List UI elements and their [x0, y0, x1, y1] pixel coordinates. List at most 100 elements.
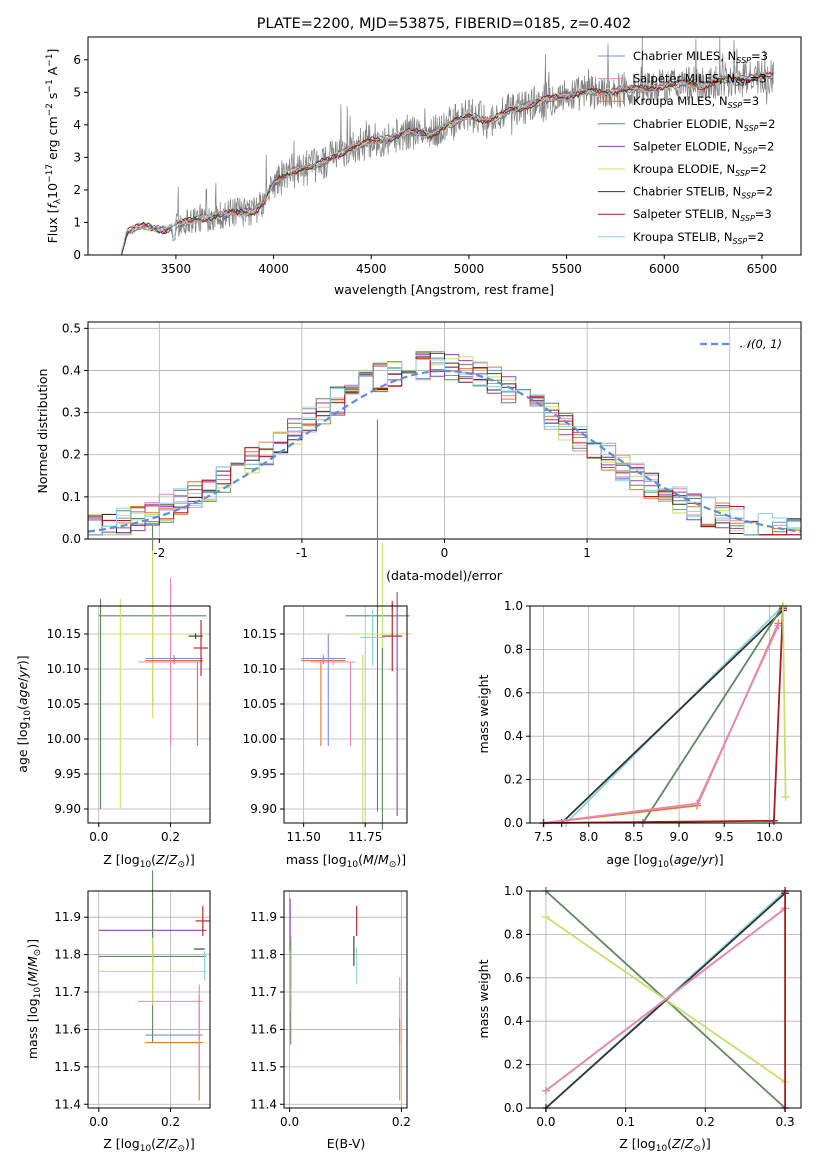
- y-tick-label: 11.8: [54, 948, 81, 962]
- legend-label: Kroupa ELODIE, NSSP=2: [633, 162, 767, 178]
- massweight-vs-age-ylabel: mass weight: [476, 674, 491, 753]
- y-tick-label: 11.4: [54, 1097, 81, 1111]
- x-tick-label: 10.0: [756, 830, 783, 844]
- spectrum-xlabel: wavelength [Angstrom, rest frame]: [334, 282, 554, 297]
- y-tick-label: 0.0: [504, 816, 523, 830]
- model-spectrum-line: [121, 71, 774, 252]
- x-tick-label: 0.0: [280, 1115, 299, 1129]
- x-tick-label: 6000: [649, 262, 680, 276]
- spectrum-series: [121, 36, 774, 256]
- mass-vs-ebv-xlabel: E(B-V): [327, 1136, 366, 1151]
- mass-vs-z-plot: 0.0 0.2 11.4 11.5 11.6 11.7 11.8 11.9 Z [log10(…: [25, 870, 211, 1154]
- x-tick-label: 0.2: [161, 1115, 180, 1129]
- y-tick-label: 0.3: [62, 406, 81, 420]
- mass-weight-marker: [693, 799, 702, 808]
- y-tick-label: 11.7: [54, 985, 81, 999]
- mass-weight-line: [543, 623, 780, 824]
- x-tick-label: 0.2: [392, 1115, 411, 1129]
- y-tick-label: 11.9: [54, 910, 81, 924]
- y-tick-label: 3: [73, 150, 81, 164]
- x-tick-label: -1: [296, 546, 308, 560]
- mass-weight-marker: [541, 1086, 550, 1095]
- spectrum-ylabel: Flux [fλ10−17 erg cm−2 s−1 A−1]: [45, 49, 63, 244]
- y-tick-label: 0.2: [504, 1058, 523, 1072]
- y-tick-label: 0.4: [504, 729, 523, 743]
- histogram-step-line: [88, 359, 801, 536]
- y-tick-label: 0.1: [62, 490, 81, 504]
- spectrum-legend: Chabrier MILES, NSSP=3 Salpeter MILES, NS…: [598, 49, 775, 246]
- y-tick-label: 10.05: [243, 697, 277, 711]
- legend-label: Kroupa STELIB, NSSP=2: [633, 230, 764, 246]
- x-tick-label: 8.0: [579, 830, 598, 844]
- age-vs-z-plot: 0.0 0.2 9.90 9.95 10.00 10.05 10.10 10.15 Z [lo…: [15, 524, 211, 870]
- y-tick-label: 11.4: [250, 1097, 277, 1111]
- y-tick-label: 0.0: [504, 1101, 523, 1115]
- age-vs-mass-frame: [283, 605, 408, 824]
- residual-histogram: -2 -1 0 1 2 0.0 0.1 0.2 0.3 0.4 0.5 (data-model)/e…: [35, 321, 802, 583]
- y-tick-label: 6: [73, 53, 81, 67]
- x-tick-label: 4000: [258, 262, 289, 276]
- x-tick-label: 5500: [551, 262, 582, 276]
- spectrum-plot: 3500 4000 4500 5000 5500 6000 6500 0 1 2 3 4 5 6 wave…: [45, 36, 802, 297]
- y-tick-label: 11.5: [250, 1060, 277, 1074]
- y-tick-label: 9.90: [54, 802, 81, 816]
- x-tick-label: 0.0: [536, 1115, 555, 1129]
- y-tick-label: 10.10: [47, 662, 81, 676]
- massweight-vs-z-plot: 0.0 0.1 0.2 0.3 0.0 0.2 0.4 0.6 0.8 1.0 Z [log10(…: [476, 884, 802, 1154]
- y-tick-label: 9.95: [54, 767, 81, 781]
- mass-vs-z-frame: [87, 890, 211, 1109]
- y-tick-label: 10.15: [47, 627, 81, 641]
- x-tick-label: 1: [583, 546, 591, 560]
- y-tick-label: 0.8: [504, 642, 523, 656]
- legend-label: Salpeter ELODIE, NSSP=2: [633, 139, 774, 155]
- x-tick-label: 0.3: [776, 1115, 795, 1129]
- y-tick-label: 11.9: [250, 910, 277, 924]
- mass-weight-marker: [541, 913, 550, 922]
- y-tick-label: 0.8: [504, 927, 523, 941]
- y-tick-label: 1: [73, 215, 81, 229]
- y-tick-label: 11.6: [250, 1022, 277, 1036]
- y-tick-label: 10.10: [243, 662, 277, 676]
- residual-xlabel: (data-model)/error: [386, 568, 503, 583]
- y-tick-label: 0.6: [504, 971, 523, 985]
- x-tick-label: 7.5: [534, 830, 553, 844]
- figure-title: PLATE=2200, MJD=53875, FIBERID=0185, z=0…: [257, 16, 631, 32]
- x-tick-label: -2: [153, 546, 165, 560]
- y-tick-label: 10.00: [243, 732, 277, 746]
- y-tick-label: 0.2: [504, 773, 523, 787]
- y-tick-label: 0.6: [504, 686, 523, 700]
- x-tick-label: 2: [726, 546, 734, 560]
- massweight-vs-age-frame: [529, 605, 802, 824]
- y-tick-label: 9.90: [250, 802, 277, 816]
- age-vs-mass-xlabel: mass [log10(M/M⊙)]: [286, 852, 406, 870]
- y-tick-label: 0.2: [62, 448, 81, 462]
- y-tick-label: 4: [73, 118, 81, 132]
- x-tick-label: 0.0: [89, 1115, 108, 1129]
- histogram-step-line: [88, 352, 801, 536]
- y-tick-label: 2: [73, 183, 81, 197]
- legend-label: Salpeter STELIB, NSSP=3: [633, 207, 772, 223]
- age-vs-z-ylabel: age [log10(age/yr)]: [15, 655, 33, 772]
- massweight-vs-z-ylabel: mass weight: [476, 959, 491, 1038]
- mass-vs-ebv-frame: [283, 890, 408, 1109]
- residual-ylabel: Normed distribution: [35, 369, 50, 494]
- y-tick-label: 11.6: [54, 1022, 81, 1036]
- x-tick-label: 0.2: [161, 830, 180, 844]
- mass-vs-z-xlabel: Z [log10(Z/Z⊙)]: [103, 1136, 195, 1154]
- x-tick-label: 11.75: [348, 830, 382, 844]
- x-tick-label: 0.0: [89, 830, 108, 844]
- mass-weight-marker: [781, 792, 790, 801]
- legend-label: Chabrier STELIB, NSSP=2: [633, 185, 773, 201]
- y-tick-label: 11.8: [250, 948, 277, 962]
- y-tick-label: 11.7: [250, 985, 277, 999]
- y-tick-label: 0: [73, 248, 81, 262]
- y-tick-label: 10.00: [47, 732, 81, 746]
- y-tick-label: 0.4: [62, 363, 81, 377]
- age-vs-z-frame: [87, 605, 211, 824]
- mass-vs-z-ylabel: mass [log10(M/M⊙)]: [25, 939, 43, 1059]
- massweight-vs-z-xlabel: Z [log10(Z/Z⊙)]: [619, 1136, 711, 1154]
- x-tick-label: 3500: [161, 262, 192, 276]
- mass-weight-line: [545, 907, 786, 1092]
- x-tick-label: 11.50: [287, 830, 321, 844]
